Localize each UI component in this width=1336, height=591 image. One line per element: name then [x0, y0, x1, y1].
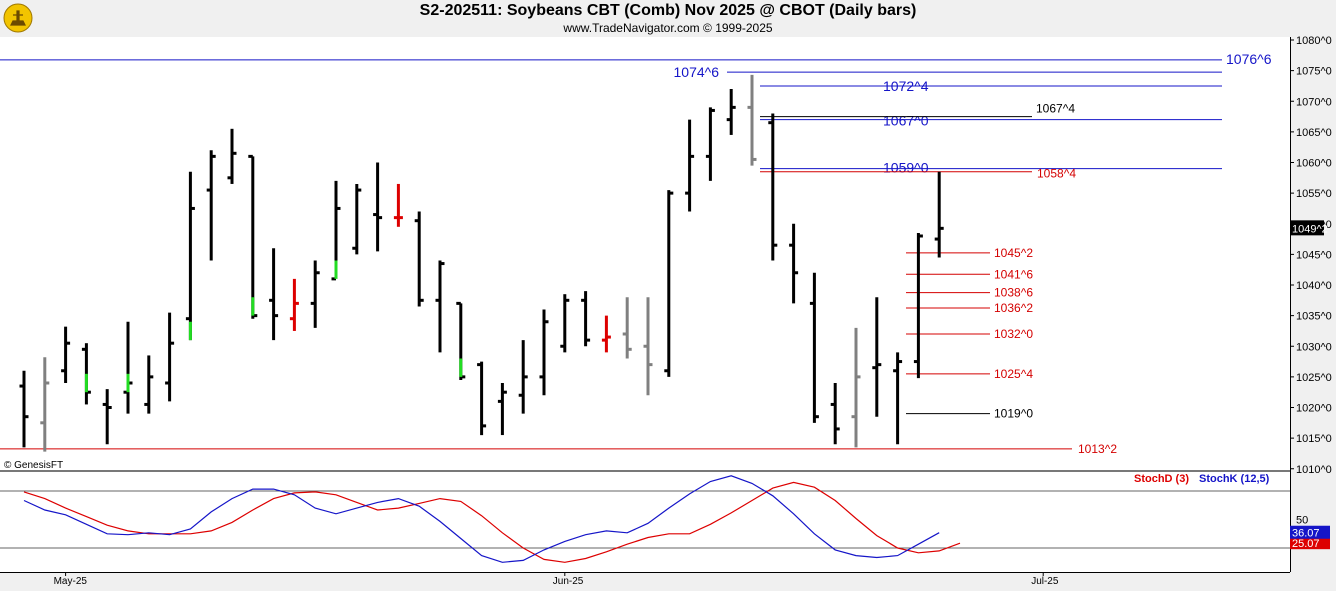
level-label: 1019^0 [994, 407, 1033, 421]
ohlc-bar[interactable] [664, 190, 674, 377]
genesis-watermark: © GenesisFT [4, 460, 63, 471]
price-tick-label: 1020^0 [1296, 403, 1332, 415]
stoch-value-label: 36.07 [1292, 528, 1320, 540]
ohlc-bar[interactable] [872, 297, 882, 417]
stoch-k-legend: StochK (12,5) [1199, 473, 1270, 485]
level-label: 1038^6 [994, 286, 1033, 300]
level-label: 1059^0 [883, 160, 929, 176]
price-tick-label: 1025^0 [1296, 372, 1332, 384]
level-label: 1013^2 [1078, 442, 1117, 456]
last-price-label: 1049^2 [1292, 223, 1328, 235]
price-tick-label: 1055^0 [1296, 188, 1332, 200]
ohlc-bar[interactable] [768, 113, 778, 261]
stoch-tick-label: 50 [1296, 515, 1308, 527]
price-tick-label: 1070^0 [1296, 96, 1332, 108]
ohlc-bar[interactable] [310, 260, 320, 328]
ohlc-bar[interactable] [893, 352, 903, 445]
ohlc-bar[interactable] [144, 355, 154, 414]
chart-subtitle: www.TradeNavigator.com © 1999-2025 [563, 21, 773, 35]
ohlc-bar[interactable] [518, 340, 528, 414]
ohlc-bar[interactable] [830, 383, 840, 445]
ohlc-bar[interactable] [414, 211, 424, 307]
ohlc-bar[interactable] [165, 312, 175, 402]
price-tick-label: 1045^0 [1296, 249, 1332, 261]
ohlc-bar[interactable] [227, 128, 237, 184]
stoch-value-badge [1290, 525, 1330, 539]
level-label: 1036^2 [994, 301, 1033, 315]
ohlc-bar[interactable] [61, 326, 71, 383]
ohlc-bar[interactable] [539, 309, 549, 396]
trade-navigator-logo-icon [3, 3, 33, 33]
ohlc-bar[interactable] [581, 291, 591, 347]
price-tick-label: 1060^0 [1296, 158, 1332, 170]
x-tick-label: Jun-25 [553, 576, 584, 587]
ohlc-bar[interactable] [601, 315, 611, 353]
chart-title: S2-202511: Soybeans CBT (Comb) Nov 2025 … [419, 2, 917, 19]
ohlc-bar[interactable] [560, 294, 570, 353]
level-label: 1045^2 [994, 246, 1033, 260]
ohlc-bar[interactable] [40, 357, 50, 452]
stochastic-panel [0, 472, 1290, 572]
price-tick-label: 1080^0 [1296, 35, 1332, 47]
price-tick-label: 1010^0 [1296, 464, 1332, 476]
ohlc-bar[interactable] [497, 383, 507, 436]
ohlc-bar[interactable] [643, 297, 653, 396]
ohlc-bar[interactable] [477, 361, 487, 436]
level-label: 1067^0 [883, 113, 929, 129]
level-label: 1076^6 [1226, 51, 1272, 67]
ohlc-bar[interactable] [726, 89, 736, 135]
ohlc-bar[interactable] [289, 278, 299, 331]
stoch-value-label: 25.07 [1292, 538, 1320, 550]
ohlc-bar[interactable] [435, 260, 445, 353]
ohlc-bar[interactable] [685, 119, 695, 212]
level-label: 1072^4 [883, 78, 929, 94]
last-price-badge [1290, 220, 1324, 236]
price-tick-label: 1040^0 [1296, 280, 1332, 292]
ohlc-bar[interactable] [185, 171, 195, 341]
stoch-d-legend: StochD (3) [1134, 473, 1189, 485]
ohlc-bar[interactable] [206, 150, 216, 261]
price-panel [0, 37, 1290, 470]
ohlc-bar[interactable] [934, 171, 944, 258]
ohlc-bar[interactable] [352, 183, 362, 255]
x-tick-label: Jul-25 [1031, 576, 1059, 587]
level-label: 1025^4 [994, 367, 1033, 381]
ohlc-bar[interactable] [102, 389, 112, 445]
stoch-d-line [23, 481, 961, 563]
ohlc-bar[interactable] [747, 74, 757, 166]
price-tick-label: 1030^0 [1296, 341, 1332, 353]
stoch-k-line [23, 475, 940, 563]
ohlc-bar[interactable] [705, 107, 715, 181]
stoch-value-badge [1290, 536, 1330, 550]
x-tick-label: May-25 [54, 576, 88, 587]
ohlc-bar[interactable] [19, 370, 29, 448]
level-label: 1032^0 [994, 327, 1033, 341]
price-tick-label: 1065^0 [1296, 127, 1332, 139]
ohlc-bar[interactable] [393, 183, 403, 227]
level-label: 1058^4 [1037, 167, 1076, 181]
ohlc-bar[interactable] [913, 232, 923, 379]
price-tick-label: 1075^0 [1296, 66, 1332, 78]
y-axis-area [1290, 37, 1336, 572]
ohlc-bar[interactable] [373, 162, 383, 252]
price-tick-label: 1015^0 [1296, 433, 1332, 445]
ohlc-bar[interactable] [789, 223, 799, 304]
ohlc-bar[interactable] [622, 297, 632, 359]
level-label: 1041^6 [994, 267, 1033, 281]
ohlc-bar[interactable] [851, 327, 861, 448]
price-tick-label: 1035^0 [1296, 311, 1332, 323]
ohlc-bar[interactable] [809, 272, 819, 423]
ohlc-bar[interactable] [269, 248, 279, 341]
level-label: 1067^4 [1036, 102, 1075, 116]
level-label: 1074^6 [674, 64, 720, 80]
